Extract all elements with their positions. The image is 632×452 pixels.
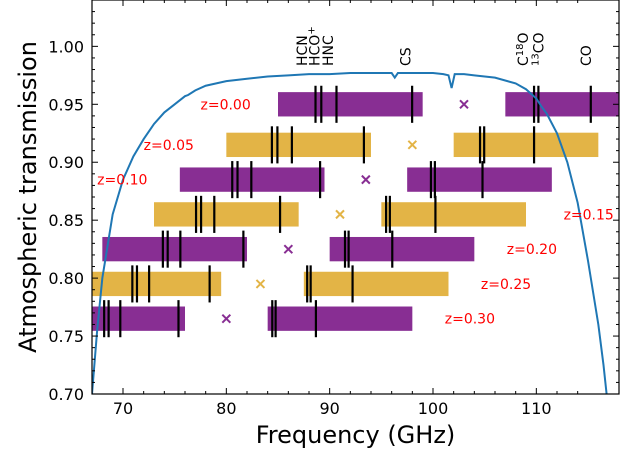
molecule-label: HNC	[321, 35, 337, 66]
redshift-label: z=0.15	[564, 207, 614, 223]
y-tick-label: 0.90	[48, 153, 84, 172]
axes: 70 80 90 100 110 0.70 0.75 0.80 0.85 0.90 0.95 1.00…	[14, 0, 620, 449]
redshift-label: z=0.00	[201, 97, 251, 113]
y-tick-label: 0.75	[48, 327, 84, 346]
band-lower-sideband	[92, 271, 222, 297]
band-center-marker	[459, 99, 469, 110]
y-axis-label: Atmospheric transmission	[14, 41, 42, 353]
band-lower-sideband	[278, 92, 423, 117]
redshift-bands	[92, 92, 619, 331]
y-tick-label: 0.80	[48, 269, 84, 288]
molecule-label: HCN	[295, 35, 311, 66]
molecule-label: CO	[579, 45, 595, 66]
redshift-label: z=0.20	[507, 242, 557, 258]
band-lower-sideband	[92, 306, 185, 331]
line-markers	[103, 85, 592, 338]
band-center-marker	[407, 140, 418, 150]
redshift-label: z=0.30	[445, 312, 495, 328]
band-upper-sideband	[303, 271, 449, 297]
band-upper-sideband	[381, 202, 526, 227]
y-tick-label: 0.95	[48, 95, 84, 114]
molecule-label: HCO+	[306, 26, 324, 66]
band-upper-sideband	[453, 132, 599, 158]
band-lower-sideband	[102, 236, 247, 262]
band-center-marker	[221, 313, 232, 324]
transmission-curve-layer	[92, 72, 608, 394]
molecule-label: 13CO	[530, 32, 548, 66]
annotations: z=0.00 z=0.05 z=0.10 z=0.15 z=0.20 z=0.25 z=0.…	[97, 26, 614, 327]
band-center-marker	[361, 174, 371, 185]
x-tick-label: 90	[319, 399, 339, 418]
y-tick-label: 1.00	[48, 37, 84, 56]
band-center-marker	[335, 209, 345, 220]
band-upper-sideband	[267, 306, 413, 331]
molecule-label: CS	[398, 47, 414, 66]
band-upper-sideband	[329, 236, 475, 262]
transmission-curve	[92, 72, 608, 394]
band-lower-sideband	[226, 132, 371, 158]
redshift-label: z=0.25	[481, 277, 531, 293]
y-tick-label: 0.85	[48, 211, 84, 230]
x-tick-label: 110	[521, 399, 552, 418]
molecule-label: C18O	[515, 32, 533, 66]
band-upper-sideband	[407, 167, 552, 192]
redshift-label: z=0.10	[97, 173, 147, 189]
band-upper-sideband	[505, 92, 619, 117]
x-tick-label: 80	[216, 399, 236, 418]
band-center-marker	[255, 279, 266, 289]
y-tick-label: 0.70	[48, 385, 84, 404]
band-lower-sideband	[154, 202, 299, 227]
x-tick-label: 100	[418, 399, 449, 418]
band-center-marker	[283, 244, 294, 254]
redshift-label: z=0.05	[144, 138, 194, 154]
x-tick-label: 70	[113, 399, 133, 418]
x-axis-label: Frequency (GHz)	[256, 421, 456, 449]
